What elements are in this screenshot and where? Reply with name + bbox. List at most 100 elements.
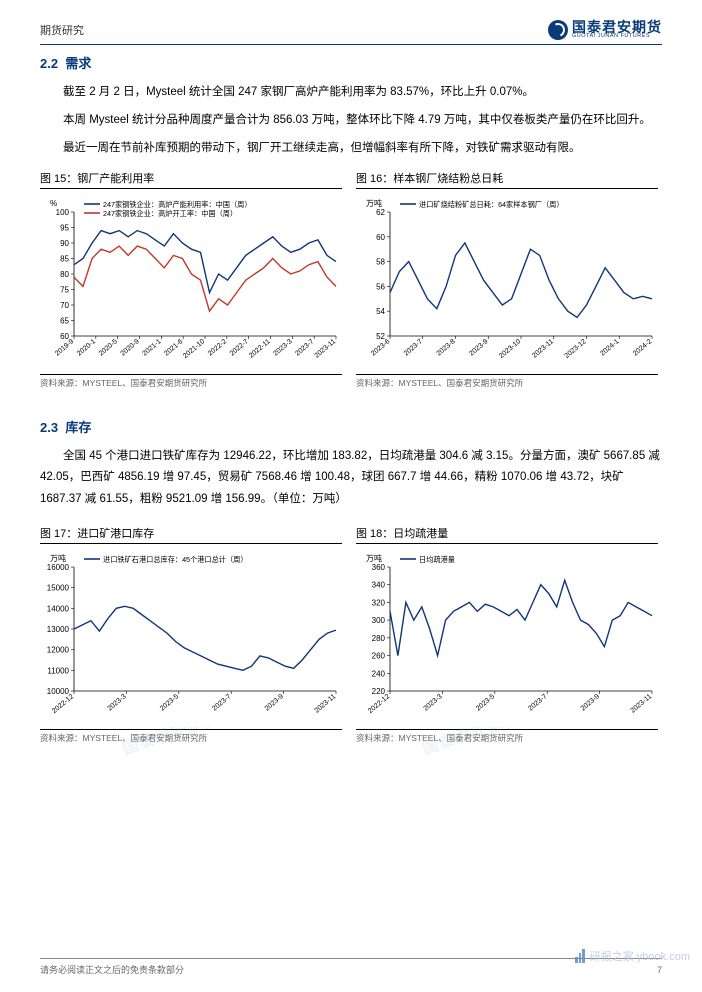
svg-text:2023-8: 2023-8: [436, 338, 457, 357]
wm-corner-text: 研报之家 ybook.com: [590, 948, 690, 964]
sectitle: 库存: [65, 420, 91, 435]
svg-text:85: 85: [60, 254, 69, 263]
chart-row-1: 图 15：钢厂产能利用率 6065707580859095100%2019-92…: [40, 170, 662, 389]
logo-text: 国泰君安期货 GUOTAI JUNAN FUTURES: [572, 20, 662, 40]
svg-text:280: 280: [372, 634, 386, 643]
svg-text:2023-7: 2023-7: [403, 338, 424, 357]
svg-text:95: 95: [60, 223, 69, 232]
svg-text:2023-3: 2023-3: [272, 338, 293, 357]
svg-text:10000: 10000: [47, 687, 70, 696]
svg-text:65: 65: [60, 316, 69, 325]
svg-text:80: 80: [60, 270, 69, 279]
chart-15: 图 15：钢厂产能利用率 6065707580859095100%2019-92…: [40, 170, 342, 389]
chart-row-2: 图 17：进口矿港口库存 10000 11000 12000 13000 14000 15…: [40, 525, 662, 744]
footer-pagenum: 7: [657, 965, 662, 975]
svg-text:2023-11: 2023-11: [314, 693, 338, 715]
svg-text:2020-9: 2020-9: [120, 338, 141, 357]
svg-text:2022-12: 2022-12: [51, 693, 75, 715]
chart-16-source: 资料来源：MYSTEEL、国泰君安期货研究所: [356, 374, 658, 389]
svg-text:60: 60: [376, 232, 385, 241]
page-header: 期货研究 国泰君安期货 GUOTAI JUNAN FUTURES: [40, 20, 662, 45]
svg-text:2023-7: 2023-7: [294, 338, 315, 357]
svg-text:2023-11: 2023-11: [314, 338, 338, 360]
svg-text:2022-2: 2022-2: [207, 338, 228, 357]
page: 国泰君安期货 国泰君安期货 国泰君安期货 国泰君安期货 期货研究 国泰君安期货 …: [0, 0, 702, 992]
wm-bars-icon: [575, 949, 586, 963]
chart-18-title: 图 18：日均疏港量: [356, 525, 658, 544]
svg-text:260: 260: [372, 652, 386, 661]
svg-text:360: 360: [372, 563, 386, 572]
svg-text:90: 90: [60, 239, 69, 248]
chart-18-source: 资料来源：MYSTEEL、国泰君安期货研究所: [356, 729, 658, 744]
svg-text:2020-1: 2020-1: [76, 338, 97, 357]
svg-text:2020-5: 2020-5: [98, 338, 119, 357]
svg-text:12000: 12000: [47, 646, 70, 655]
svg-text:2023-3: 2023-3: [106, 693, 127, 712]
svg-text:2023-5: 2023-5: [159, 693, 180, 712]
svg-text:2022-11: 2022-11: [248, 338, 272, 360]
chart-16-canvas: 525456586062万吨2023-62023-72023-82023-920…: [356, 192, 658, 372]
svg-text:16000: 16000: [47, 563, 70, 572]
svg-text:247家钢铁企业：高炉产能利用率：中国（周）: 247家钢铁企业：高炉产能利用率：中国（周）: [103, 200, 252, 209]
svg-text:240: 240: [372, 669, 386, 678]
svg-text:2022-12: 2022-12: [367, 693, 391, 715]
svg-text:58: 58: [376, 257, 385, 266]
chart-17: 图 17：进口矿港口库存 10000 11000 12000 13000 14000 15…: [40, 525, 342, 744]
svg-text:320: 320: [372, 598, 386, 607]
section-2-3-heading: 2.3 库存: [40, 417, 662, 436]
chart-17-title: 图 17：进口矿港口库存: [40, 525, 342, 544]
chart-18-canvas: 220240260280300320340360万吨2022-122023-32…: [356, 547, 658, 727]
para-2-2-1: 截至 2 月 2 日，Mysteel 统计全国 247 家钢厂高炉产能利用率为 …: [40, 82, 662, 104]
svg-text:2019-9: 2019-9: [54, 338, 75, 357]
svg-text:247家钢铁企业：高炉开工率：中国（周）: 247家钢铁企业：高炉开工率：中国（周）: [103, 209, 237, 218]
para-2-2-3: 最近一周在节前补库预期的带动下，钢厂开工继续走高，但增幅斜率有所下降，对铁矿需求…: [40, 138, 662, 160]
svg-text:14000: 14000: [47, 604, 70, 613]
svg-text:2023-7: 2023-7: [211, 693, 232, 712]
svg-text:300: 300: [372, 616, 386, 625]
svg-text:2024-2: 2024-2: [632, 338, 653, 357]
svg-text:2023-5: 2023-5: [475, 693, 496, 712]
logo-en: GUOTAI JUNAN FUTURES: [572, 34, 662, 40]
para-2-2-2: 本周 Mysteel 统计分品种周度产量合计为 856.03 万吨，整体环比下降…: [40, 110, 662, 132]
logo-cn: 国泰君安期货: [572, 20, 662, 34]
svg-text:2023-11: 2023-11: [531, 338, 555, 360]
header-title: 期货研究: [40, 22, 84, 38]
svg-text:70: 70: [60, 301, 69, 310]
svg-text:220: 220: [372, 687, 386, 696]
svg-text:2023-9: 2023-9: [468, 338, 489, 357]
svg-text:2024-1: 2024-1: [599, 338, 620, 357]
svg-text:日均疏港量: 日均疏港量: [419, 555, 455, 564]
svg-text:2023-9: 2023-9: [264, 693, 285, 712]
chart-15-source: 资料来源：MYSTEEL、国泰君安期货研究所: [40, 374, 342, 389]
svg-text:15000: 15000: [47, 584, 70, 593]
svg-text:2023-9: 2023-9: [580, 693, 601, 712]
watermark-corner: 研报之家 ybook.com: [575, 948, 690, 964]
svg-text:2023-12: 2023-12: [564, 338, 588, 360]
svg-text:万吨: 万吨: [366, 553, 382, 563]
svg-text:2021-1: 2021-1: [141, 338, 162, 357]
chart-16-title: 图 16：样本钢厂烧结粉总日耗: [356, 170, 658, 189]
svg-text:2023-11: 2023-11: [630, 693, 654, 715]
svg-text:进口矿烧结粉矿总日耗：64家样本钢厂（周）: 进口矿烧结粉矿总日耗：64家样本钢厂（周）: [419, 200, 564, 209]
para-2-3-1: 全国 45 个港口进口铁矿库存为 12946.22，环比增加 183.82，日均…: [40, 446, 662, 512]
svg-text:2021-10: 2021-10: [182, 338, 206, 360]
chart-15-canvas: 6065707580859095100%2019-92020-12020-520…: [40, 192, 342, 372]
chart-16: 图 16：样本钢厂烧结粉总日耗 525456586062万吨2023-62023…: [356, 170, 658, 389]
svg-text:2022-7: 2022-7: [229, 338, 250, 357]
chart-17-source: 资料来源：MYSTEEL、国泰君安期货研究所: [40, 729, 342, 744]
svg-text:13000: 13000: [47, 625, 70, 634]
svg-text:11000: 11000: [47, 666, 69, 675]
svg-text:2023-7: 2023-7: [527, 693, 548, 712]
svg-text:75: 75: [60, 285, 69, 294]
chart-15-title: 图 15：钢厂产能利用率: [40, 170, 342, 189]
svg-text:2023-3: 2023-3: [422, 693, 443, 712]
svg-text:%: %: [50, 199, 57, 208]
svg-text:2023-6: 2023-6: [370, 338, 391, 357]
secnum: 2.3: [40, 420, 58, 435]
svg-text:2023-10: 2023-10: [498, 338, 522, 360]
sectitle: 需求: [65, 56, 91, 71]
secnum: 2.2: [40, 56, 58, 71]
svg-text:54: 54: [376, 307, 385, 316]
svg-text:进口铁矿石港口总库存：45个港口总计（周）: 进口铁矿石港口总库存：45个港口总计（周）: [103, 555, 248, 564]
chart-18: 图 18：日均疏港量 220240260280300320340360万吨202…: [356, 525, 658, 744]
